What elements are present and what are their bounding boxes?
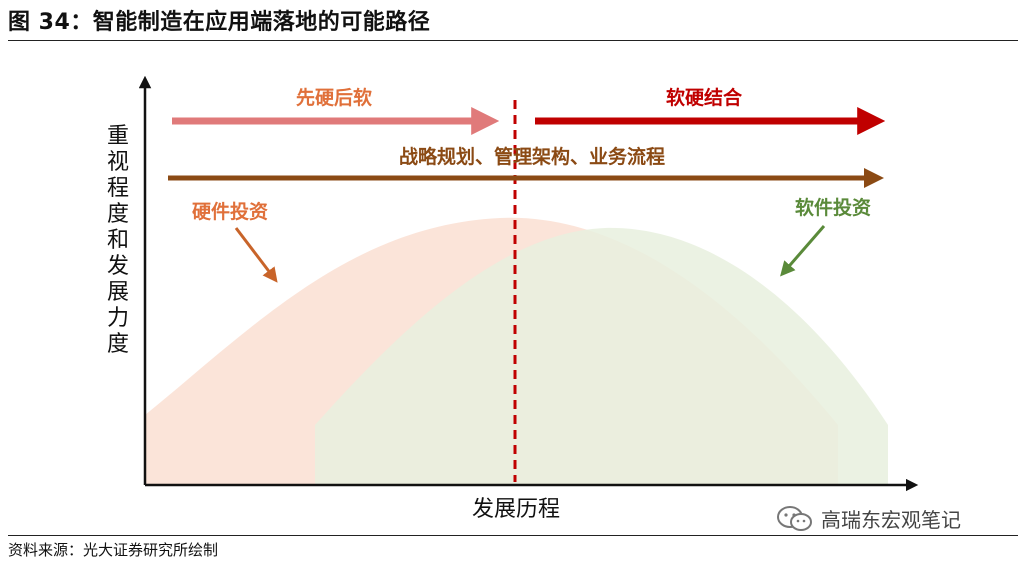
figure-title: 图 34：智能制造在应用端落地的可能路径 xyxy=(8,10,431,35)
strategy-label: 战略规划、管理架构、业务流程 xyxy=(399,145,665,168)
y-axis-char: 程 xyxy=(107,176,129,201)
y-axis-char: 和 xyxy=(107,228,129,253)
y-axis-char: 发 xyxy=(107,254,129,279)
y-axis-char: 展 xyxy=(107,280,129,305)
wechat-icon xyxy=(777,505,812,531)
hardware-pointer-arrow xyxy=(234,227,278,283)
x-axis-label: 发展历程 xyxy=(472,497,560,522)
y-axis-char: 视 xyxy=(107,150,129,175)
watermark: 高瑞东宏观笔记 xyxy=(775,504,961,533)
watermark-text: 高瑞东宏观笔记 xyxy=(821,508,961,532)
software-pointer-arrow xyxy=(780,225,826,277)
source-note: 资料来源：光大证券研究所绘制 xyxy=(8,541,219,559)
combined-label: 软硬结合 xyxy=(666,86,743,109)
software-investment-curve xyxy=(315,227,888,486)
y-axis-char: 度 xyxy=(107,202,129,227)
y-axis-char: 力 xyxy=(107,306,129,331)
y-axis-char: 重 xyxy=(107,124,129,149)
top-rule xyxy=(8,40,1018,41)
y-axis-label: 重 视 程 度 和 发 展 力 度 xyxy=(107,124,129,357)
software-investment-label: 软件投资 xyxy=(795,196,871,219)
y-axis-char: 度 xyxy=(107,332,129,357)
hardware-investment-label: 硬件投资 xyxy=(192,200,268,223)
bottom-rule xyxy=(8,535,1018,536)
hardware-first-label: 先硬后软 xyxy=(296,86,372,109)
